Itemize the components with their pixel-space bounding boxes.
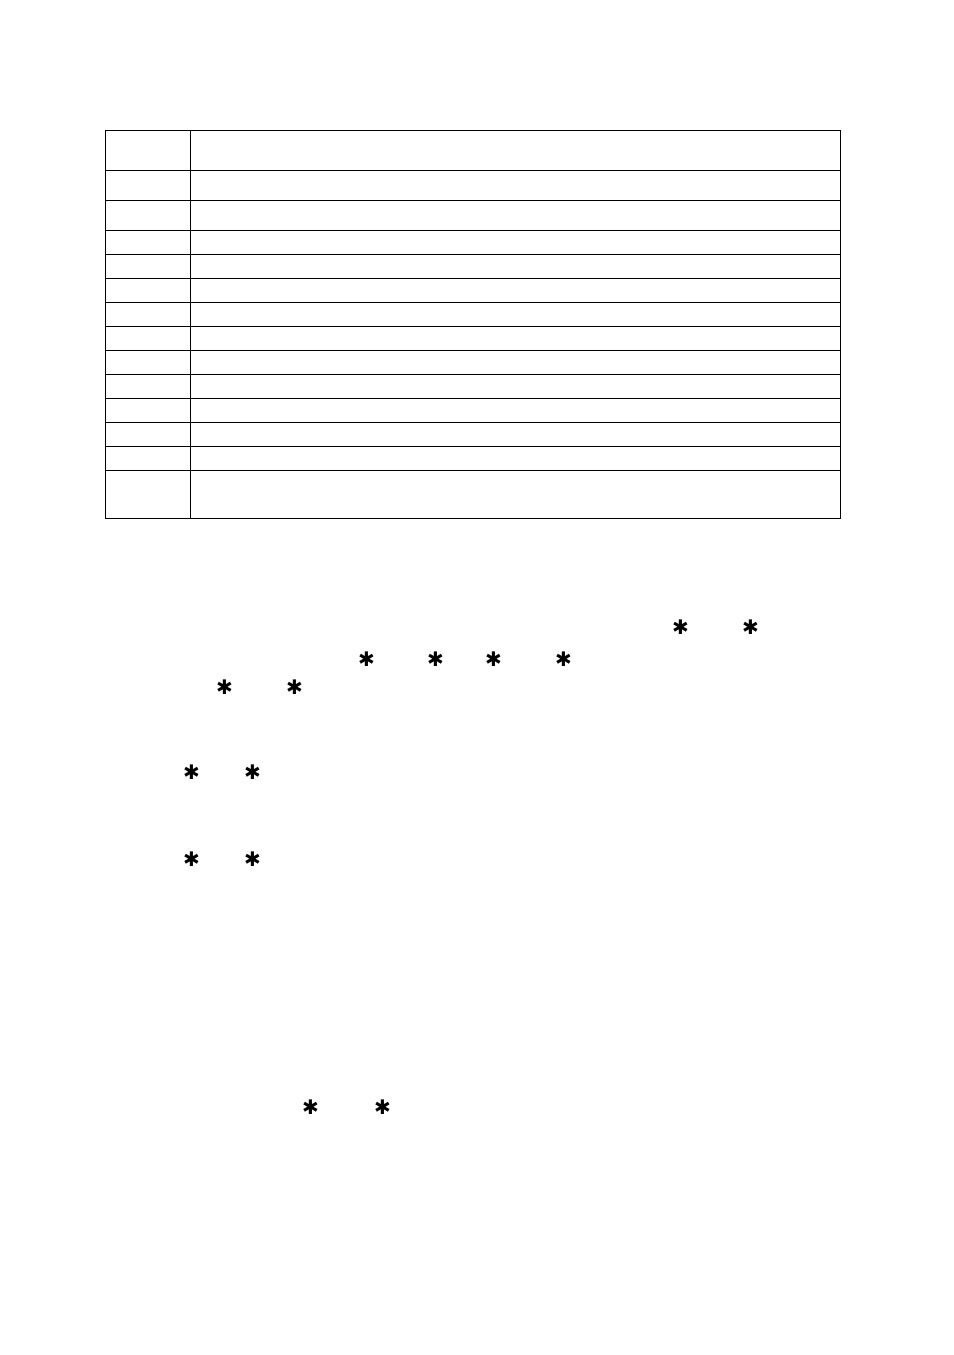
table-cell [106, 375, 191, 399]
asterisk-icon: ✱ [374, 1098, 391, 1118]
table-cell [191, 231, 841, 255]
asterisk-icon: ✱ [427, 650, 444, 670]
asterisk-icon: ✱ [302, 1098, 319, 1118]
table-cell [106, 327, 191, 351]
table-cell [106, 303, 191, 327]
table-row [106, 131, 841, 171]
table-cell [191, 399, 841, 423]
table-cell [191, 255, 841, 279]
table-cell [106, 447, 191, 471]
asterisk-icon: ✱ [244, 850, 261, 870]
asterisk-icon: ✱ [244, 763, 261, 783]
blank-table [105, 130, 840, 519]
table-row [106, 201, 841, 231]
table-cell [191, 471, 841, 519]
table-cell [191, 447, 841, 471]
table-cell [191, 279, 841, 303]
table-cell [191, 131, 841, 171]
table-cell [191, 423, 841, 447]
table-cell [106, 279, 191, 303]
table-row [106, 399, 841, 423]
table-cell [106, 351, 191, 375]
table-cell [106, 255, 191, 279]
table-cell [106, 201, 191, 231]
table-cell [191, 201, 841, 231]
table-cell [106, 399, 191, 423]
table-cell [191, 375, 841, 399]
table-row [106, 375, 841, 399]
table-cell [106, 171, 191, 201]
asterisk-icon: ✱ [485, 650, 502, 670]
asterisk-icon: ✱ [555, 650, 572, 670]
table-cell [106, 231, 191, 255]
table-row [106, 255, 841, 279]
asterisk-icon: ✱ [183, 763, 200, 783]
table-cell [191, 171, 841, 201]
asterisk-icon: ✱ [672, 618, 689, 638]
table-row [106, 171, 841, 201]
table-row [106, 303, 841, 327]
table-cell [191, 327, 841, 351]
asterisk-icon: ✱ [742, 618, 759, 638]
table-cell [106, 131, 191, 171]
table [105, 130, 841, 519]
table-row [106, 351, 841, 375]
table-row [106, 279, 841, 303]
table-row [106, 471, 841, 519]
asterisk-icon: ✱ [216, 678, 233, 698]
table-cell [106, 471, 191, 519]
asterisk-icon: ✱ [358, 650, 375, 670]
table-row [106, 423, 841, 447]
table-cell [106, 423, 191, 447]
asterisk-icon: ✱ [286, 678, 303, 698]
table-row [106, 447, 841, 471]
table-cell [191, 303, 841, 327]
table-row [106, 231, 841, 255]
table-row [106, 327, 841, 351]
asterisk-icon: ✱ [183, 850, 200, 870]
table-cell [191, 351, 841, 375]
